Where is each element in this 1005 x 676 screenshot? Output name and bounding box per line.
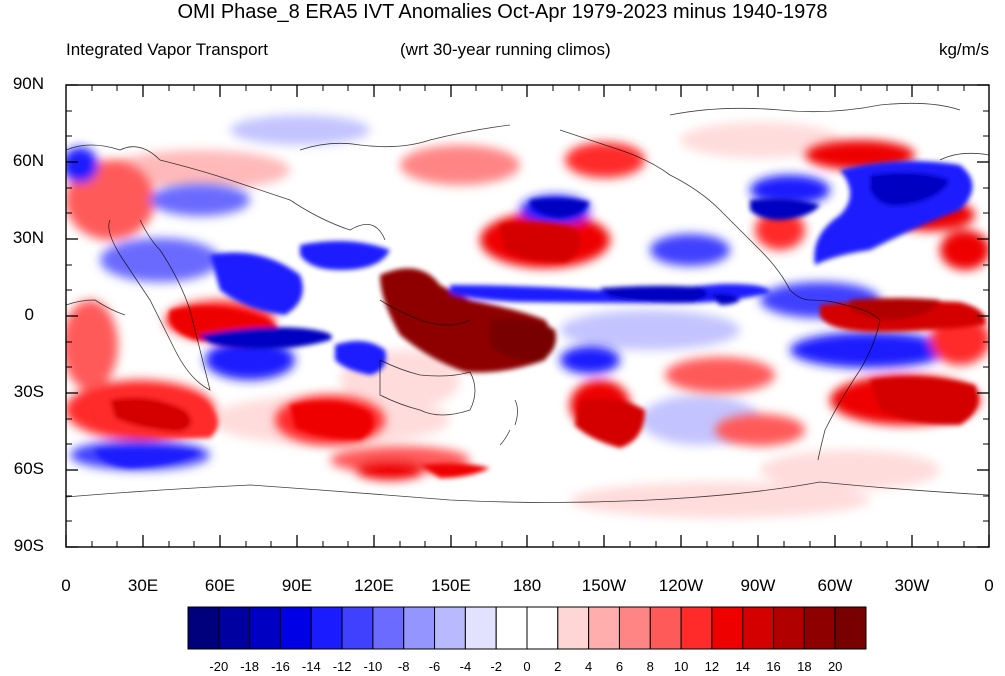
y-tick-label: 30N — [12, 228, 44, 247]
colorbar-swatch — [372, 606, 405, 650]
colorbar — [187, 606, 867, 650]
colorbar-tick-label: -14 — [301, 659, 321, 674]
colorbar-tick-label: 2 — [554, 659, 562, 674]
colorbar-tick-label: 4 — [584, 659, 593, 674]
colorbar-swatch — [279, 606, 312, 650]
colorbar-swatch — [618, 606, 651, 650]
colorbar-tick-label: 18 — [797, 659, 812, 674]
colorbar-tick-label: -8 — [397, 659, 410, 674]
colorbar-tick-label: -10 — [363, 659, 383, 674]
x-tick-label: 150E — [431, 576, 471, 595]
colorbar-swatch — [464, 606, 497, 650]
colorbar-swatch — [249, 606, 281, 650]
colorbar-swatch — [495, 606, 528, 650]
colorbar-tick-label: -16 — [271, 659, 290, 674]
colorbar-tick-label: 6 — [615, 659, 624, 674]
colorbar-tick-label: -4 — [459, 659, 472, 674]
colorbar-swatch — [649, 606, 682, 650]
x-tick-label: 120W — [658, 576, 704, 595]
y-axis-ticks — [66, 84, 989, 548]
x-tick-label: 150W — [581, 576, 627, 595]
x-tick-label: 60E — [204, 576, 236, 595]
colorbar-tick-label: 20 — [827, 659, 843, 674]
colorbar-swatch — [834, 606, 867, 650]
y-tick-label: 60S — [13, 459, 44, 478]
colorbar-tick-label: 0 — [523, 659, 531, 674]
colorbar-swatch — [434, 606, 466, 650]
colorbar-swatch — [742, 606, 775, 650]
coastlines — [66, 102, 989, 503]
colorbar-tick-label: 16 — [766, 659, 781, 674]
y-tick-label: 30S — [13, 382, 44, 401]
x-tick-label: 90E — [281, 576, 313, 595]
y-axis-minor-ticks — [66, 110, 989, 522]
x-axis-minor-ticks — [91, 85, 965, 547]
colorbar-swatch — [711, 606, 744, 650]
x-tick-label: 60W — [817, 576, 853, 595]
x-tick-label: 0 — [984, 576, 994, 595]
colorbar-tick-label: -2 — [490, 659, 502, 674]
field-name-label: Integrated Vapor Transport — [66, 40, 268, 59]
x-tick-label: 30E — [127, 576, 159, 595]
colorbar-swatch — [557, 606, 590, 650]
colorbar-tick-label: -6 — [428, 659, 441, 674]
colorbar-tick-label: -20 — [209, 659, 229, 674]
y-tick-label: 60N — [12, 151, 44, 170]
colorbar-swatch — [403, 606, 436, 650]
colorbar-tick-label: 8 — [646, 659, 654, 674]
x-tick-label: 90W — [740, 576, 776, 595]
colorbar-swatch — [680, 606, 713, 650]
climo-note-label: (wrt 30-year running climos) — [400, 40, 611, 59]
colorbar-swatch — [526, 606, 559, 650]
colorbar-tick-label: 14 — [735, 659, 750, 674]
y-tick-label: 0 — [24, 305, 34, 324]
map-title: OMI Phase_8 ERA5 IVT Anomalies Oct-Apr 1… — [177, 1, 828, 23]
x-tick-label: 120E — [354, 576, 394, 595]
colorbar-tick-label: 10 — [673, 659, 689, 674]
x-axis-ticks — [65, 85, 990, 547]
colorbar-tick-label: -18 — [240, 659, 259, 674]
x-tick-label: 30W — [894, 576, 930, 595]
units-label: kg/m/s — [938, 40, 989, 59]
y-tick-label: 90N — [12, 74, 44, 93]
anomaly-field — [66, 85, 989, 547]
colorbar-swatch — [187, 606, 220, 650]
x-tick-label: 0 — [61, 576, 71, 595]
colorbar-swatch — [310, 606, 343, 650]
colorbar-swatch — [588, 606, 620, 650]
colorbar-swatch — [341, 606, 374, 650]
colorbar-tick-label: 12 — [704, 659, 720, 674]
y-tick-label: 90S — [13, 536, 44, 555]
colorbar-swatch — [218, 606, 251, 650]
colorbar-swatch — [773, 606, 805, 650]
colorbar-tick-label: -12 — [332, 659, 352, 674]
x-tick-label: 180 — [512, 576, 542, 595]
colorbar-swatch — [803, 606, 836, 650]
